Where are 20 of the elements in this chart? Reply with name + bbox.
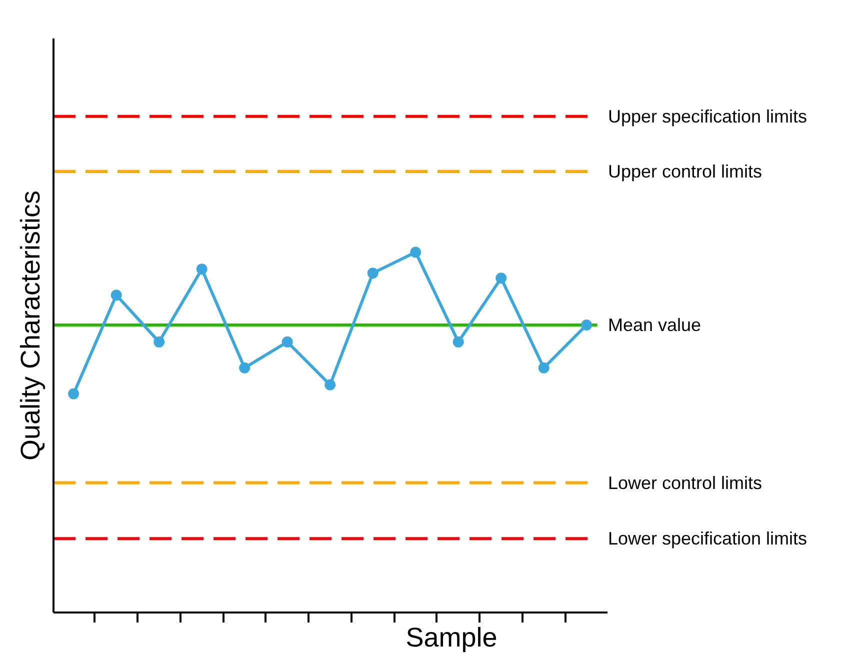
point bbox=[581, 320, 592, 330]
point bbox=[196, 264, 208, 275]
x-axis-title: Sample bbox=[406, 622, 498, 652]
point bbox=[68, 388, 80, 400]
ref-line-label: Lower specification limits bbox=[608, 528, 808, 549]
ref-line-label: Mean value bbox=[608, 314, 702, 335]
point bbox=[496, 272, 507, 284]
point bbox=[538, 362, 550, 374]
point bbox=[452, 336, 464, 348]
point bbox=[154, 336, 165, 348]
point bbox=[239, 362, 250, 374]
y-axis-title: Quality Characteristics bbox=[16, 190, 46, 461]
ref-line-label: Upper control limits bbox=[608, 162, 762, 182]
ref-line-label: Upper specification limits bbox=[608, 106, 808, 126]
point bbox=[367, 268, 378, 279]
point bbox=[410, 246, 422, 258]
ref-line-label: Lower control limits bbox=[608, 472, 762, 493]
point bbox=[282, 336, 293, 348]
point bbox=[110, 290, 122, 301]
point bbox=[324, 379, 336, 390]
